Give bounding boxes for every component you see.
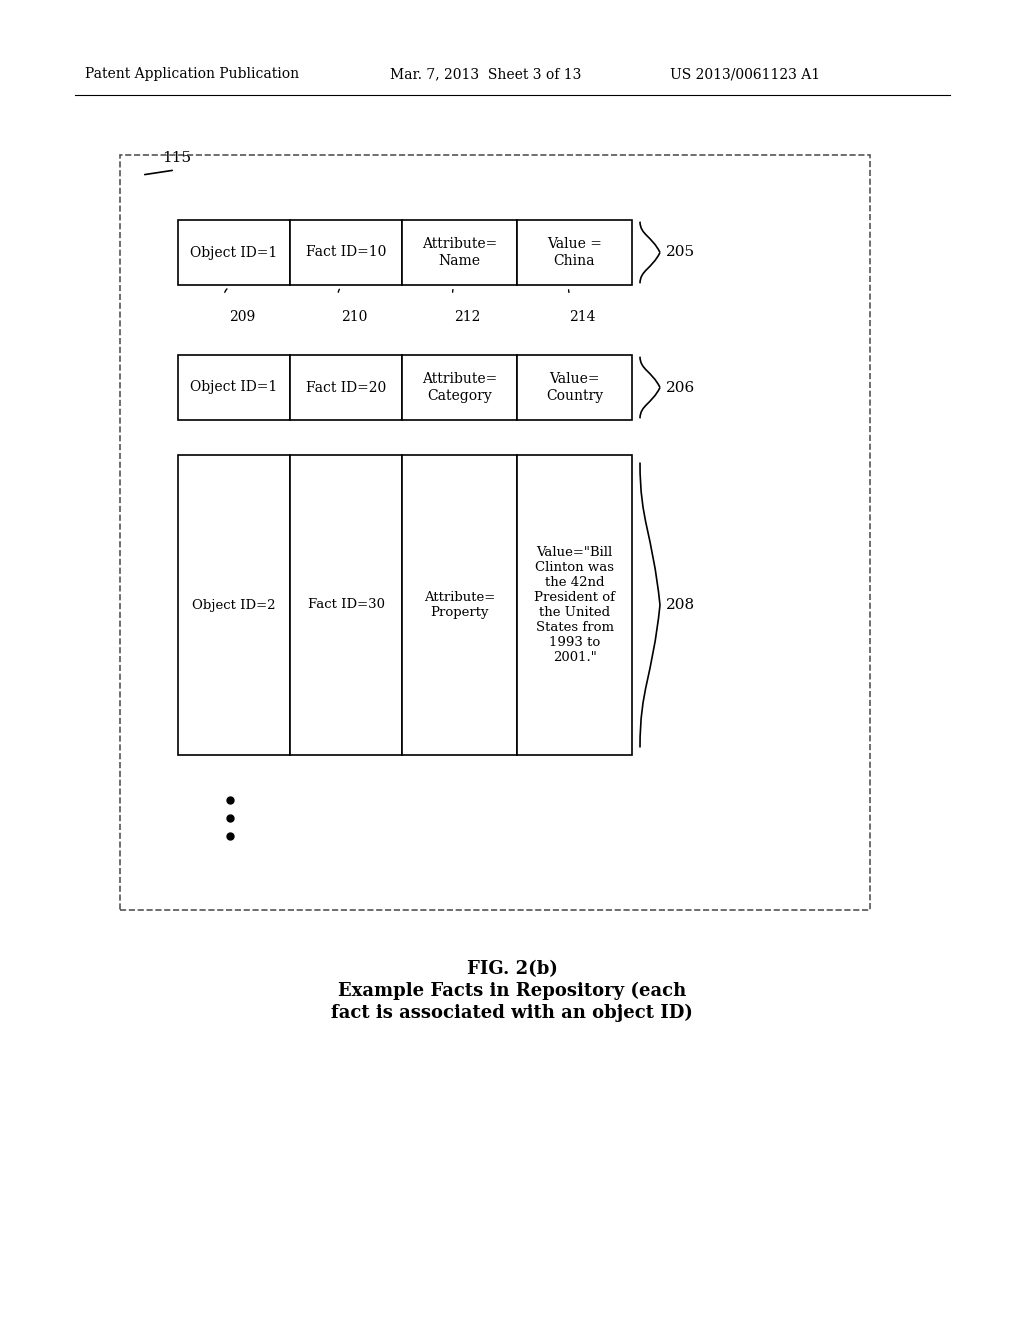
Bar — [517, 455, 632, 755]
Text: 209: 209 — [229, 310, 255, 323]
Bar — [402, 455, 517, 755]
FancyBboxPatch shape — [120, 154, 870, 909]
Bar — [178, 220, 290, 285]
Bar — [290, 355, 402, 420]
Text: Fact ID=20: Fact ID=20 — [306, 380, 386, 395]
Text: Object ID=1: Object ID=1 — [190, 246, 278, 260]
Bar — [178, 355, 290, 420]
Text: 210: 210 — [341, 310, 368, 323]
Text: Value=
Country: Value= Country — [546, 372, 603, 403]
Text: FIG. 2(b): FIG. 2(b) — [467, 960, 557, 978]
Text: Example Facts in Repository (each: Example Facts in Repository (each — [338, 982, 686, 1001]
Text: Attribute=
Name: Attribute= Name — [422, 238, 497, 268]
Text: 212: 212 — [454, 310, 480, 323]
Bar — [517, 220, 632, 285]
Text: 206: 206 — [666, 380, 695, 395]
Text: Attribute=
Category: Attribute= Category — [422, 372, 497, 403]
Text: US 2013/0061123 A1: US 2013/0061123 A1 — [670, 67, 820, 81]
Bar — [290, 220, 402, 285]
Bar — [402, 220, 517, 285]
Text: Attribute=
Property: Attribute= Property — [424, 591, 496, 619]
Text: Value="Bill
Clinton was
the 42nd
President of
the United
States from
1993 to
200: Value="Bill Clinton was the 42nd Preside… — [534, 546, 615, 664]
Text: 208: 208 — [666, 598, 695, 612]
Bar — [402, 355, 517, 420]
Text: Object ID=1: Object ID=1 — [190, 380, 278, 395]
Text: Object ID=2: Object ID=2 — [193, 598, 275, 611]
Text: 205: 205 — [666, 246, 695, 260]
Text: Patent Application Publication: Patent Application Publication — [85, 67, 299, 81]
Text: Value =
China: Value = China — [547, 238, 602, 268]
Text: Fact ID=10: Fact ID=10 — [306, 246, 386, 260]
Text: Fact ID=30: Fact ID=30 — [307, 598, 384, 611]
Bar — [517, 355, 632, 420]
Text: fact is associated with an object ID): fact is associated with an object ID) — [331, 1005, 693, 1022]
Bar — [178, 455, 290, 755]
Text: Mar. 7, 2013  Sheet 3 of 13: Mar. 7, 2013 Sheet 3 of 13 — [390, 67, 582, 81]
Bar — [290, 455, 402, 755]
Text: 214: 214 — [569, 310, 596, 323]
Text: 115: 115 — [162, 150, 191, 165]
